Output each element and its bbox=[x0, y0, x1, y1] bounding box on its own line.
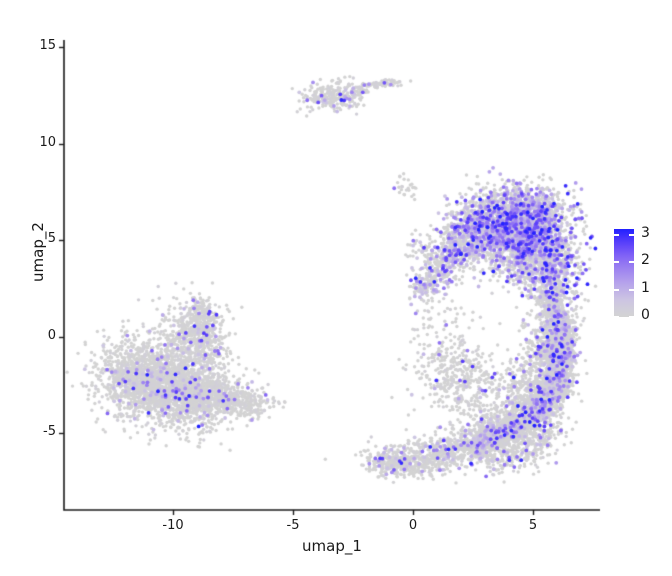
x-axis-label: umap_1 bbox=[302, 537, 362, 555]
colorbar-tick-mark bbox=[629, 288, 634, 291]
colorbar-tick-mark bbox=[614, 233, 619, 236]
x-tick-label: 0 bbox=[408, 518, 418, 533]
colorbar-tick-label: 2 bbox=[641, 252, 650, 268]
y-tick-label: 5 bbox=[47, 231, 56, 246]
y-tick-label: 15 bbox=[39, 38, 56, 53]
colorbar-tick-mark bbox=[629, 233, 634, 236]
x-tick-label: 5 bbox=[528, 518, 538, 533]
colorbar-tick-mark bbox=[629, 316, 634, 318]
x-tick-label: -10 bbox=[162, 518, 184, 533]
colorbar-tick-mark bbox=[614, 288, 619, 291]
y-tick-label: -5 bbox=[43, 424, 56, 439]
colorbar-tick-label: 1 bbox=[641, 279, 650, 296]
colorbar-gradient bbox=[614, 229, 634, 317]
x-tick-label: -5 bbox=[286, 518, 300, 533]
colorbar-tick-mark bbox=[614, 316, 619, 318]
y-tick-label: 0 bbox=[47, 327, 56, 343]
colorbar-tick-mark bbox=[614, 261, 619, 263]
y-tick-label: 10 bbox=[39, 134, 56, 150]
colorbar-tick-label: 3 bbox=[641, 224, 650, 241]
colorbar-tick-mark bbox=[629, 261, 634, 263]
colorbar-tick-label: 0 bbox=[641, 307, 650, 323]
y-axis-label: umap_2 bbox=[29, 222, 47, 282]
